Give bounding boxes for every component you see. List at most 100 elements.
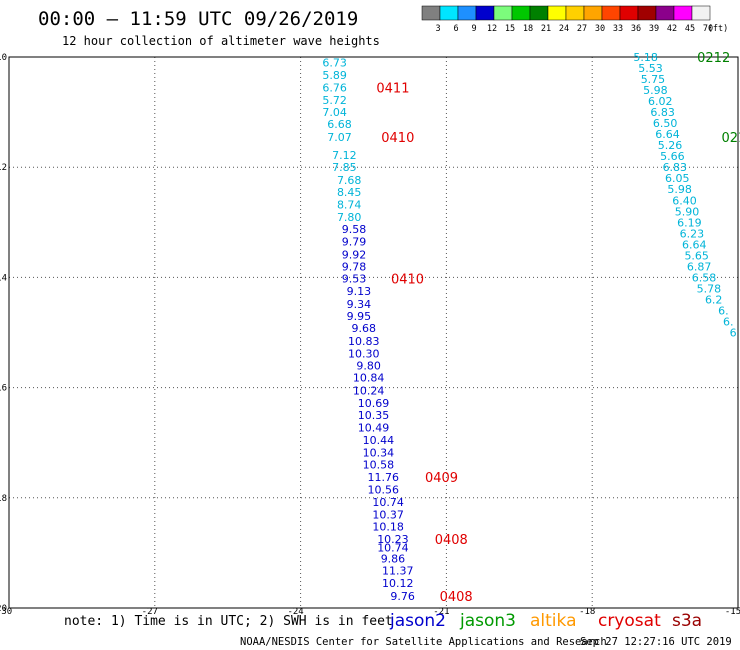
wave-height-label: 10.83 (348, 335, 380, 348)
colorbar-swatch (457, 5, 477, 21)
wave-height-label: 5.78 (697, 282, 722, 295)
wave-height-label: 11.76 (367, 471, 399, 484)
colorbar-label: 21 (541, 24, 551, 34)
colorbar-label: 15 (505, 24, 515, 34)
colorbar-swatch (601, 5, 621, 21)
wave-height-label: 10.12 (382, 577, 414, 590)
y-tick-label: -10 (0, 53, 7, 63)
wave-height-label: 9.95 (347, 310, 372, 323)
legend: jason2 jason3 altika cryosat s3a (389, 611, 702, 631)
wave-height-label: 5.65 (684, 249, 709, 262)
footer-timestamp: Sep 27 12:27:16 UTC 2019 (580, 636, 732, 648)
wave-height-label: 11.37 (382, 565, 414, 578)
wave-height-label: 10.69 (358, 397, 390, 410)
wave-height-label: 7.68 (337, 174, 362, 187)
y-tick-label: -18 (0, 494, 7, 504)
wave-height-label: 6.83 (650, 106, 675, 119)
wave-height-label: 5.89 (322, 69, 347, 82)
wave-height-label: 6.23 (680, 227, 705, 240)
time-label: 0213 (721, 131, 740, 146)
wave-height-label: 6. (723, 315, 734, 328)
wave-height-label: 7.07 (327, 131, 352, 144)
colorbar-label: 39 (649, 24, 659, 34)
wave-height-label: 9.86 (381, 552, 406, 565)
wave-height-label: 10.56 (367, 484, 399, 497)
colorbar-label: 70 (703, 24, 713, 34)
x-tick-label: -15 (725, 607, 740, 617)
colorbar-label: 6 (453, 24, 458, 34)
x-tick-label: -24 (287, 607, 303, 617)
chart-subtitle: 12 hour collection of altimeter wave hei… (62, 34, 380, 48)
wave-height-label: 5.66 (660, 150, 685, 163)
wave-height-label: 5.18 (633, 51, 658, 64)
colorbar-label: 9 (471, 24, 476, 34)
colorbar-label: 18 (523, 24, 533, 34)
wave-height-label: 10.35 (358, 409, 390, 422)
colorbar-swatch (421, 5, 441, 21)
footer-credit: NOAA/NESDIS Center for Satellite Applica… (240, 636, 607, 648)
wave-height-label: 6 (730, 327, 737, 340)
wave-height-label: 10.84 (353, 372, 385, 385)
y-tick-label: -16 (0, 384, 7, 394)
colorbar-swatch (655, 5, 675, 21)
wave-height-label: 10.18 (372, 520, 404, 533)
time-label: 0411 (376, 81, 409, 96)
wave-height-label: 10.34 (363, 447, 395, 460)
wave-height-label: 10.49 (358, 421, 390, 434)
colorbar-swatch (511, 5, 531, 21)
colorbar-swatch (439, 5, 459, 21)
legend-item-jason3: jason3 (459, 611, 516, 631)
wave-height-label: 10.30 (348, 347, 380, 360)
wave-height-label: 5.75 (641, 73, 666, 86)
time-label: 0408 (435, 533, 468, 548)
wave-height-label: 9.34 (347, 298, 372, 311)
time-label: 0408 (440, 590, 473, 605)
wave-height-label: 6.64 (655, 128, 680, 141)
x-tick-label: -21 (433, 607, 449, 617)
wave-height-label: 5.98 (667, 183, 692, 196)
wave-height-label: 9.79 (342, 236, 367, 249)
axis-ticks: -30 -27 -24 -21 -18 -15 -10 -12 -14 -16 -18 -20 (0, 53, 740, 617)
wave-height-label: 9.13 (347, 285, 372, 298)
colorbar-swatch (673, 5, 693, 21)
wave-height-label: 6.87 (687, 260, 712, 273)
wave-height-label: 9.92 (342, 248, 367, 261)
wave-height-label: 6.76 (322, 81, 347, 94)
wave-height-label: 7.80 (337, 211, 362, 224)
data-marks: 6.735.896.765.727.046.687.07 7.127.857.68… (322, 51, 740, 605)
wave-height-label: 9.53 (342, 273, 367, 286)
wave-height-label: 10.74 (372, 496, 404, 509)
colorbar: 3 6 9 12 15 18 21 24 27 30 33 36 39 42 45 70(ft) (421, 5, 728, 34)
wave-height-label: 5.90 (675, 205, 700, 218)
wave-height-label: 6.02 (648, 95, 673, 108)
time-label: 0212 (697, 51, 730, 66)
y-tick-label: -14 (0, 273, 7, 283)
time-label: 0410 (391, 273, 424, 288)
wave-height-label: 5.26 (658, 139, 683, 152)
wave-height-label: 5.98 (643, 84, 668, 97)
y-tick-label: -20 (0, 604, 7, 614)
chart-title: 00:00 – 11:59 UTC 09/26/2019 (38, 8, 358, 30)
wave-height-label: 5.72 (322, 94, 347, 107)
wave-height-label: 6.68 (327, 118, 352, 131)
wave-height-label: 9.76 (390, 590, 415, 603)
wave-height-label: 8.45 (337, 186, 362, 199)
wave-height-label: 6.2 (705, 293, 723, 306)
wave-height-label: 10.74 (377, 541, 409, 554)
x-tick-label: -27 (142, 607, 158, 617)
wave-height-label: 9.78 (342, 260, 367, 273)
grid (9, 57, 738, 608)
colorbar-unit: (ft) (708, 24, 728, 34)
x-tick-label: -18 (579, 607, 595, 617)
time-label: 0410 (381, 131, 414, 146)
colorbar-swatch (475, 5, 495, 21)
legend-item-cryosat: cryosat (598, 611, 661, 631)
colorbar-swatch (493, 5, 513, 21)
colorbar-swatch (565, 5, 585, 21)
colorbar-label: 42 (667, 24, 677, 34)
wave-height-label: 10.44 (363, 434, 395, 447)
wave-height-label: 9.58 (342, 223, 367, 236)
wave-height-label: 6.05 (665, 172, 690, 185)
time-label: 0409 (425, 471, 458, 486)
